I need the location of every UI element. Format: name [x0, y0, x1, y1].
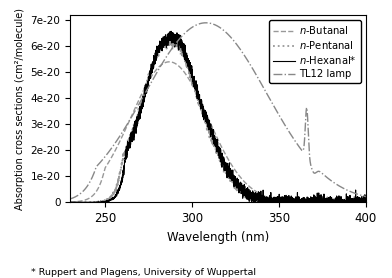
TL12 lamp [203, 21, 208, 24]
$n$-Hexanal* [181, 50, 186, 53]
$n$-Hexanal* [119, 178, 124, 182]
Line: TL12 lamp: TL12 lamp [70, 23, 366, 199]
$n$-Butanal [326, 200, 331, 204]
TL12 lamp [326, 177, 331, 180]
$n$-Butanal [68, 200, 73, 204]
$n$-Butanal [358, 201, 363, 204]
$n$-Hexanal* [358, 198, 363, 202]
$n$-Butanal [181, 70, 186, 73]
$n$-Pentanal [358, 201, 363, 204]
$n$-Pentanal [363, 198, 368, 201]
$n$-Hexanal* [194, 86, 199, 89]
$n$-Butanal [363, 201, 368, 204]
TL12 lamp [102, 157, 106, 160]
Legend: $n$-Butanal, $n$-Pentanal, $n$-Hexanal*, TL12 lamp: $n$-Butanal, $n$-Pentanal, $n$-Hexanal*,… [269, 20, 361, 83]
$n$-Hexanal* [68, 201, 73, 204]
$n$-Pentanal [194, 91, 199, 95]
$n$-Hexanal* [363, 201, 368, 204]
$n$-Hexanal* [68, 201, 73, 204]
TL12 lamp [358, 193, 363, 197]
$n$-Hexanal* [102, 200, 106, 203]
$n$-Pentanal [181, 55, 186, 58]
$n$-Butanal [119, 136, 124, 140]
TL12 lamp [194, 23, 199, 27]
$n$-Pentanal [326, 199, 331, 202]
$n$-Butanal [194, 91, 199, 95]
X-axis label: Wavelength (nm): Wavelength (nm) [167, 230, 269, 244]
$n$-Pentanal [68, 201, 73, 204]
Y-axis label: Absorption cross sections (cm²/molecule): Absorption cross sections (cm²/molecule) [15, 8, 25, 210]
Text: * Ruppert and Plagens, University of Wuppertal: * Ruppert and Plagens, University of Wup… [31, 268, 256, 277]
$n$-Pentanal [119, 162, 124, 165]
Line: $n$-Butanal: $n$-Butanal [70, 62, 366, 202]
$n$-Pentanal [102, 199, 106, 202]
TL12 lamp [68, 197, 73, 201]
Line: $n$-Hexanal*: $n$-Hexanal* [70, 31, 366, 202]
TL12 lamp [363, 195, 368, 198]
$n$-Butanal [167, 60, 172, 63]
$n$-Hexanal* [326, 196, 331, 199]
$n$-Hexanal* [169, 29, 173, 33]
$n$-Pentanal [68, 201, 73, 204]
TL12 lamp [119, 132, 124, 135]
TL12 lamp [181, 33, 186, 36]
$n$-Butanal [102, 171, 106, 174]
Line: $n$-Pentanal: $n$-Pentanal [70, 37, 366, 202]
$n$-Pentanal [171, 35, 176, 39]
